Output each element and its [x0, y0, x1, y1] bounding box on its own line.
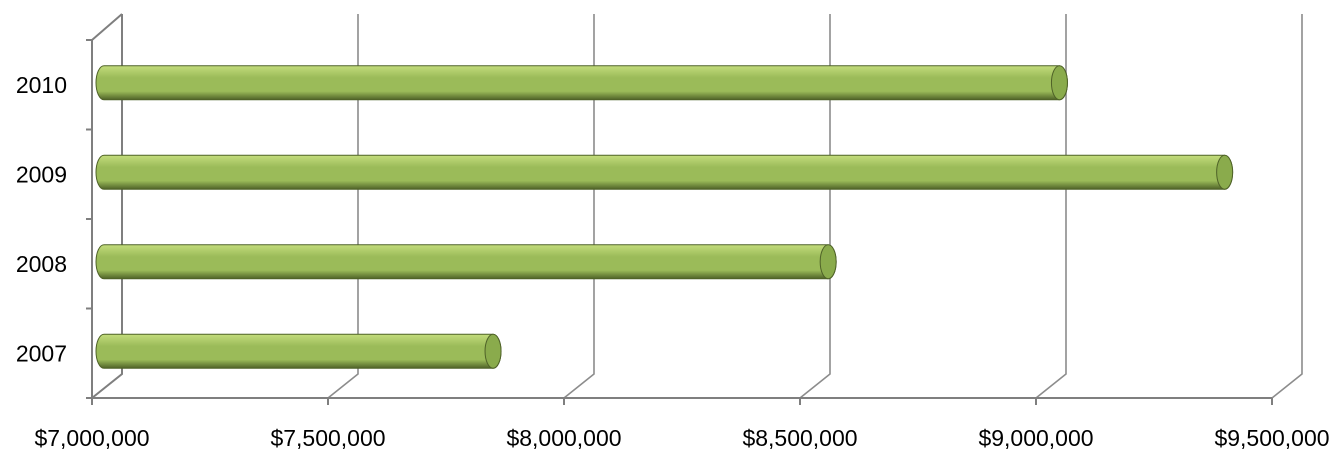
x-tick-label: $8,000,000	[506, 425, 621, 451]
y-tick-label: 2010	[16, 72, 67, 98]
gridlines	[91, 14, 1303, 399]
x-tick-label: $7,500,000	[270, 425, 385, 451]
bar-end-cap	[484, 333, 502, 369]
tick-labels: $7,000,000 $7,500,000 $8,000,000 $8,500,000…	[16, 72, 1330, 451]
y-tick-label: 2009	[16, 161, 67, 187]
y-tick-label: 2008	[16, 251, 67, 277]
bar	[95, 65, 1068, 101]
axes	[86, 13, 1273, 405]
gridline	[91, 14, 123, 399]
bar	[95, 154, 1234, 190]
bars	[95, 65, 1234, 369]
bar	[95, 333, 502, 369]
bar	[95, 244, 837, 280]
x-tick-label: $8,500,000	[742, 425, 857, 451]
gridline	[563, 14, 595, 399]
depth-edge	[91, 13, 123, 41]
bar-end-cap	[1050, 65, 1068, 101]
gridline	[1271, 14, 1303, 399]
x-tick-label: $9,000,000	[978, 425, 1093, 451]
x-tick-label: $7,000,000	[34, 425, 149, 451]
bar-end-cap	[1216, 154, 1234, 190]
bar-end-cap	[819, 244, 837, 280]
gridline	[799, 14, 831, 399]
x-tick-label: $9,500,000	[1214, 425, 1329, 451]
gridline	[1035, 14, 1067, 399]
y-tick-label: 2007	[16, 340, 67, 366]
gridline	[327, 14, 359, 399]
